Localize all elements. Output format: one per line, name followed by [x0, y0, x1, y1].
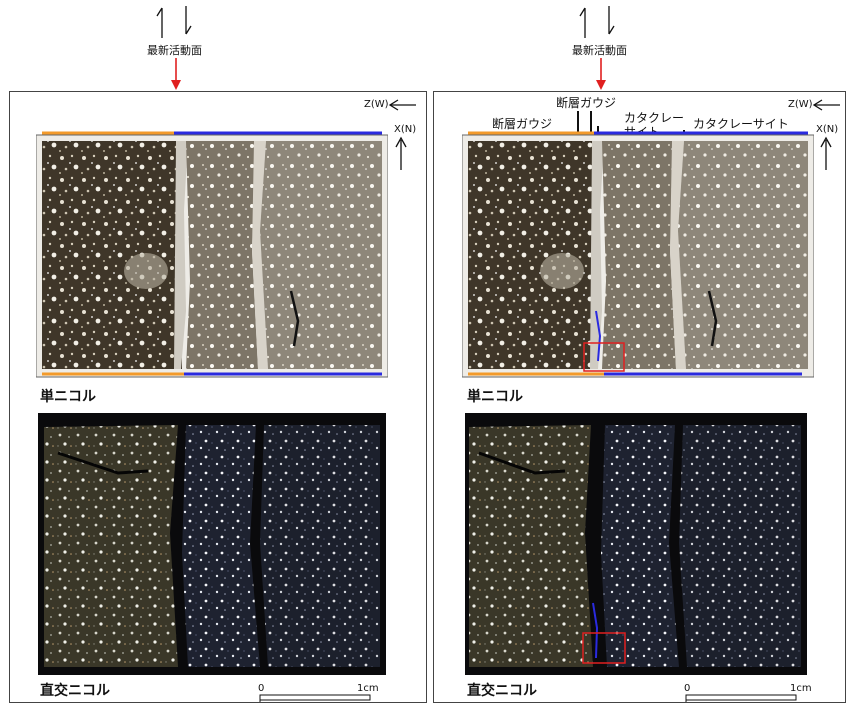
left-axis-z-label: Z(W) [364, 99, 389, 110]
right-scale-one: 1cm [790, 683, 812, 694]
right-annotation-cataclasite-a-line1: カタクレー [624, 111, 685, 125]
right-annotation-gouge-top: 断層ガウジ [556, 96, 617, 110]
right-panel [433, 91, 846, 703]
right-axis-x-arrow-icon [820, 136, 832, 170]
left-header-label: 最新活動面 [147, 44, 202, 57]
right-axis-z-label: Z(W) [788, 99, 813, 110]
right-header-label: 最新活動面 [572, 44, 627, 57]
left-scale-zero: 0 [258, 683, 265, 694]
left-scale-one: 1cm [357, 683, 379, 694]
left-scale-bar [259, 694, 371, 702]
right-axis-x-label: X(N) [816, 124, 839, 135]
right-axis-z-arrow-icon [812, 99, 840, 111]
right-scale-bar [685, 694, 797, 702]
left-caption-cross: 直交ニコル [40, 683, 110, 699]
right-annotation-gouge-left: 断層ガウジ [492, 117, 553, 131]
left-axis-z-arrow-icon [388, 99, 416, 111]
right-cross-polarized-image [465, 413, 807, 675]
left-caption-plane: 単ニコル [40, 389, 96, 405]
right-caption-cross: 直交ニコル [467, 683, 537, 699]
right-annotation-tick-2 [590, 111, 592, 146]
right-latest-plane-arrow-icon [596, 58, 606, 90]
left-latest-plane-arrow-icon [171, 58, 181, 90]
right-annotation-cataclasite-b: カタクレーサイト [693, 117, 789, 131]
right-plane-polarized-image [462, 131, 814, 378]
right-caption-plane: 単ニコル [467, 389, 523, 405]
left-axis-x-label: X(N) [394, 124, 417, 135]
left-shear-sense-icon [156, 6, 192, 38]
left-cross-polarized-image [38, 413, 386, 675]
right-shear-sense-icon [579, 6, 615, 38]
right-plane-red-box [583, 342, 625, 372]
left-panel [9, 91, 427, 703]
right-cross-red-box [582, 632, 626, 664]
right-scale-zero: 0 [684, 683, 691, 694]
left-plane-polarized-image [36, 131, 388, 378]
left-axis-x-arrow-icon [395, 136, 407, 170]
right-annotation-tick-1 [577, 111, 579, 146]
